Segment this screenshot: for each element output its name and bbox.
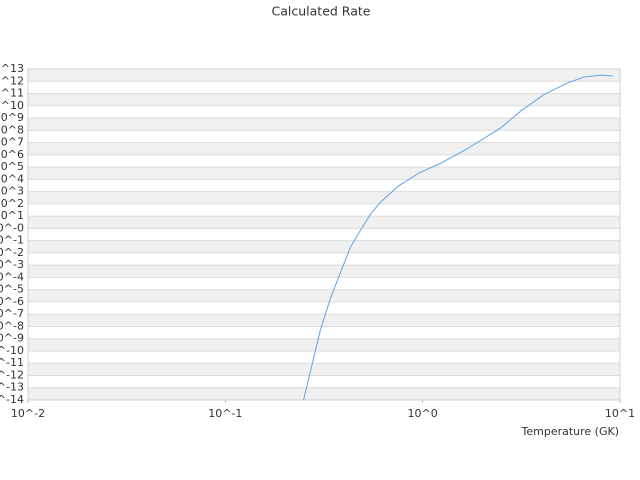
- x-tick-label: 10^-2: [11, 407, 45, 420]
- grid-band: [28, 69, 620, 82]
- grid-band: [28, 93, 620, 106]
- y-tick-label: 10^10: [0, 99, 24, 112]
- y-tick-label: 10^-8: [0, 319, 24, 332]
- grid-band: [28, 216, 620, 229]
- y-tick-label: 10^12: [0, 74, 24, 87]
- y-tick-label: 10^1: [0, 209, 24, 222]
- x-axis-label: Temperature (GK): [521, 425, 620, 438]
- line: [303, 74, 613, 400]
- y-tick-label: 10^-9: [0, 332, 24, 345]
- grid-band: [28, 191, 620, 204]
- plot: [303, 74, 613, 400]
- y-tick-label: 10^7: [0, 136, 24, 149]
- x-tick-label: 10^-1: [208, 407, 242, 420]
- y-tick-label: 10^3: [0, 185, 24, 198]
- grid-band: [28, 387, 620, 400]
- y-tick-label: 10^5: [0, 160, 24, 173]
- y-tick-label: 10^-4: [0, 270, 24, 283]
- y-tick-label: 10^-7: [0, 307, 24, 320]
- y-tick-label: 10^-1: [0, 234, 24, 247]
- grid-band: [28, 118, 620, 131]
- y-tick-label: 10^-2: [0, 246, 24, 259]
- x-tick-label: 10^1: [605, 407, 635, 420]
- y-tick-label: 10^9: [0, 111, 24, 124]
- y-tick-label: 10^-5: [0, 283, 24, 296]
- y-tick-label: 10^13: [0, 62, 24, 75]
- y-tick-label: 10^4: [0, 172, 24, 185]
- x-tick-label: 10^0: [408, 407, 438, 420]
- grid-band: [28, 240, 620, 253]
- plot-border: [27, 68, 621, 401]
- grid-band: [28, 265, 620, 278]
- bands: [28, 69, 620, 400]
- grid-band: [28, 338, 620, 351]
- y-tick-label: 10^-13: [0, 381, 24, 394]
- y-tick-label: 10^-12: [0, 368, 24, 381]
- grid-band: [28, 289, 620, 302]
- y-tick-label: 10^-0: [0, 221, 24, 234]
- y-tick-label: 10^11: [0, 87, 24, 100]
- y-tick-label: 10^2: [0, 197, 24, 210]
- grid: [27, 68, 621, 403]
- y-tick-label: 10^-6: [0, 295, 24, 308]
- y-tick-label: 10^-11: [0, 356, 24, 369]
- y-tick-label: 10^-10: [0, 344, 24, 357]
- grid-band: [28, 142, 620, 155]
- grid-band: [28, 167, 620, 180]
- y-tick-label: 10^-14: [0, 393, 24, 406]
- y-tick-label: 10^8: [0, 123, 24, 136]
- grid-band: [28, 314, 620, 327]
- grid-band: [28, 363, 620, 376]
- y-tick-label: 10^-3: [0, 258, 24, 271]
- chart-title: Calculated Rate: [272, 4, 371, 19]
- y-tick-label: 10^6: [0, 148, 24, 161]
